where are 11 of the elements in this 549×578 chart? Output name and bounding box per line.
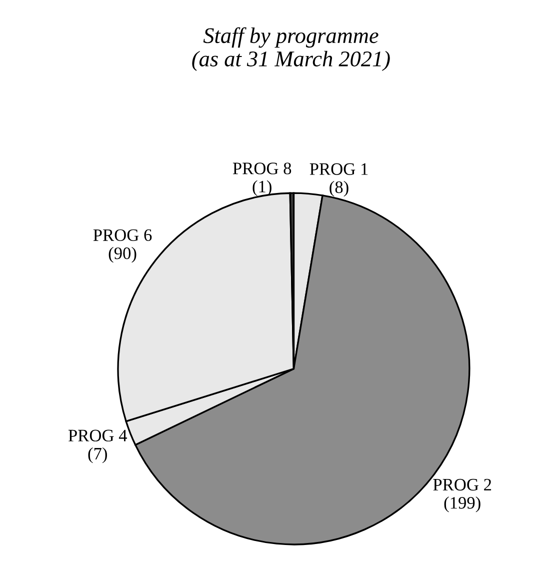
slice-label: PROG 1 (310, 163, 368, 175)
data-label: (8) (330, 180, 348, 197)
data-label: (7) (88, 447, 107, 464)
slice-label: PROG 6 (93, 229, 152, 241)
chart-title: Staff by programme (as at 31 March 2021) (192, 27, 390, 71)
slice-label: PROG 2 (433, 478, 492, 491)
data-label: (199) (444, 496, 480, 512)
slice-label: PROG 8 (232, 162, 292, 174)
data-label: (90) (108, 246, 136, 263)
slice-label: PROG 4 (68, 430, 128, 442)
data-label: (1) (252, 180, 272, 196)
